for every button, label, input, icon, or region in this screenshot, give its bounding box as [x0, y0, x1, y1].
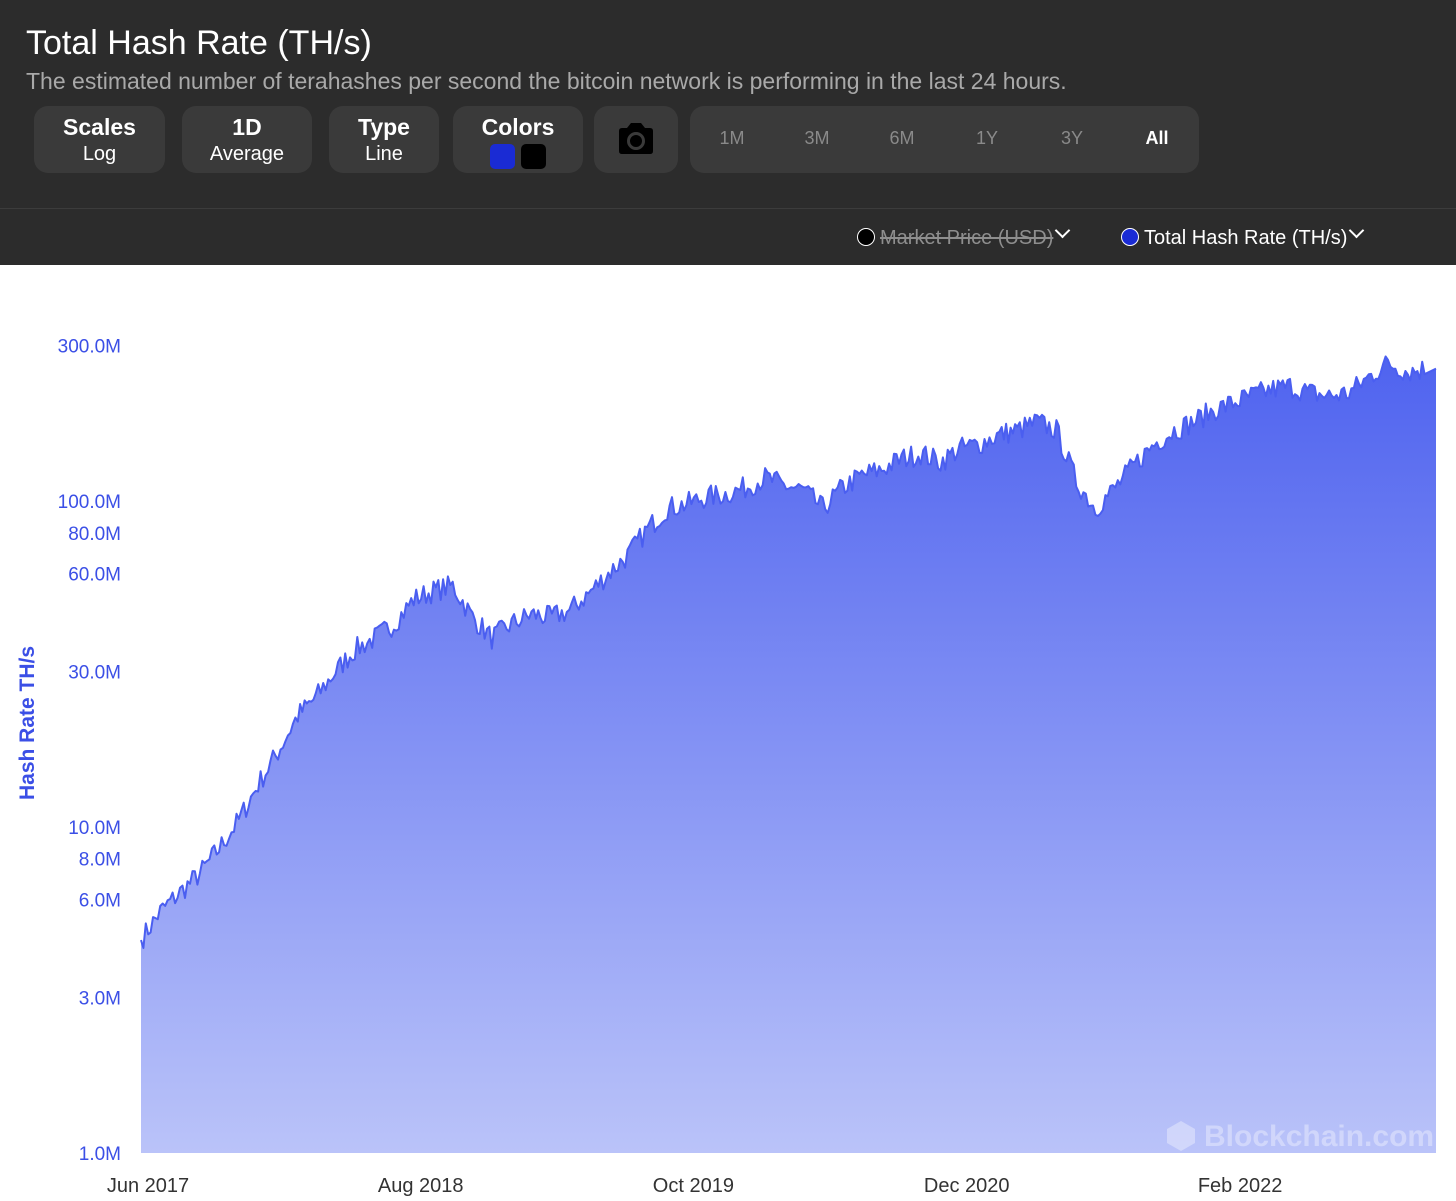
page-subtitle: The estimated number of terahashes per s… [26, 68, 1067, 94]
x-tick-label: Dec 2020 [924, 1175, 1010, 1197]
legend-bar: Market Price (USD) Total Hash Rate (TH/s… [0, 208, 1456, 265]
legend-item-hash-rate[interactable]: Total Hash Rate (TH/s) [1121, 222, 1365, 250]
screenshot-button[interactable] [594, 106, 678, 173]
chevron-down-icon[interactable] [1349, 222, 1365, 239]
scales-label: Scales [63, 114, 136, 140]
hash-rate-chart: Blockchain.com 1.0M 3.0M 6.0M 8.0M 10.0M 30.0… [16, 337, 1437, 1197]
y-tick-label: 100.0M [58, 492, 121, 513]
range-button-1m[interactable]: 1M [719, 128, 745, 148]
type-button[interactable]: Type Line [329, 106, 439, 173]
legend-item-market-price[interactable]: Market Price (USD) [857, 222, 1071, 250]
colors-button[interactable]: Colors [453, 106, 583, 173]
hash-rate-line [140, 355, 1437, 949]
range-button-3m[interactable]: 3M [804, 128, 830, 148]
legend-dot-icon [857, 228, 875, 246]
y-axis-label: Hash Rate TH/s [16, 646, 39, 800]
x-tick-label: Feb 2022 [1198, 1175, 1283, 1197]
average-label: 1D [232, 114, 262, 140]
camera-icon [619, 123, 653, 154]
page-title: Total Hash Rate (TH/s) [26, 24, 372, 62]
scales-button[interactable]: Scales Log [34, 106, 165, 173]
average-value: Average [209, 143, 285, 165]
legend-dot-icon [1121, 228, 1139, 246]
legend-label-hash-rate: Total Hash Rate (TH/s) [1144, 227, 1348, 249]
y-tick-label: 8.0M [79, 850, 121, 871]
chart-header: Total Hash Rate (TH/s) The estimated num… [0, 0, 1456, 208]
colors-swatches [487, 144, 549, 173]
range-button-6m[interactable]: 6M [889, 128, 915, 148]
chevron-down-icon[interactable] [1055, 222, 1071, 239]
type-label: Type [358, 114, 410, 140]
color-swatch-price[interactable] [521, 144, 546, 169]
y-tick-label: 6.0M [79, 890, 121, 911]
hash-rate-area [141, 356, 1436, 1153]
range-button-1y[interactable]: 1Y [975, 128, 999, 148]
average-button[interactable]: 1D Average [182, 106, 312, 173]
x-tick-label: Jun 2017 [107, 1175, 189, 1197]
range-button-3y[interactable]: 3Y [1060, 128, 1084, 148]
y-tick-label: 80.0M [68, 524, 121, 545]
watermark-text: Blockchain.com [1204, 1120, 1434, 1153]
x-tick-label: Oct 2019 [653, 1175, 734, 1197]
y-tick-label: 30.0M [68, 663, 121, 684]
y-tick-label: 60.0M [68, 565, 121, 586]
colors-label: Colors [481, 114, 555, 140]
scales-value: Log [82, 143, 117, 165]
color-swatch-hashrate[interactable] [490, 144, 515, 169]
y-tick-label: 300.0M [58, 337, 121, 358]
range-button-all[interactable]: All [1145, 128, 1169, 148]
y-tick-label: 1.0M [79, 1144, 121, 1165]
time-range-selector: 1M 3M 6M 1Y 3Y All [690, 106, 1199, 173]
type-value: Line [365, 143, 403, 165]
x-tick-label: Aug 2018 [378, 1175, 464, 1197]
legend-label-market-price: Market Price (USD) [880, 227, 1054, 249]
blockchain-watermark: Blockchain.com [1167, 1120, 1434, 1153]
y-tick-label: 3.0M [79, 989, 121, 1010]
y-tick-label: 10.0M [68, 818, 121, 839]
